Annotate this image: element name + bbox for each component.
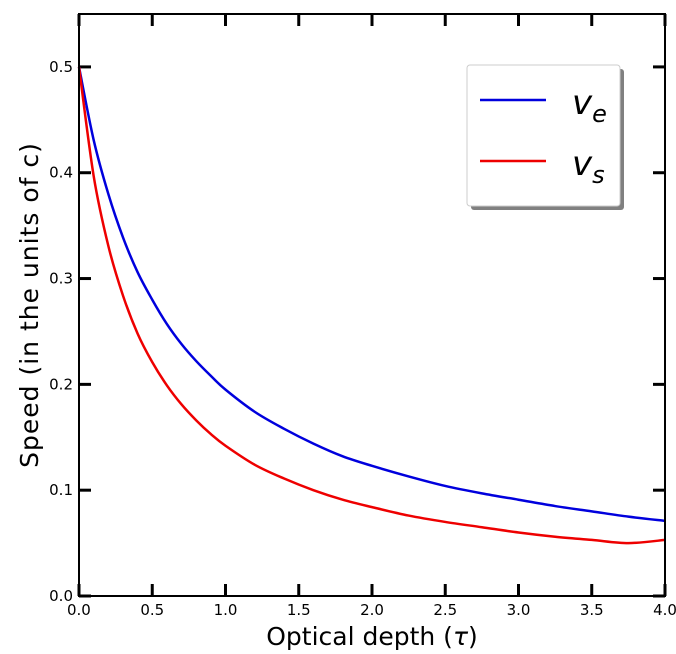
x-tick-label: 4.0 — [653, 601, 676, 619]
y-tick-label: 0.2 — [49, 375, 73, 393]
y-tick-label: 0.3 — [49, 270, 73, 288]
y-axis-label: Speed (in the units of c) — [15, 142, 44, 468]
ticks-layer: 0.0 0.5 1.0 1.5 2.0 2.5 3.0 3.5 4.0 0.0 0.1 0.2 0.3 0… — [49, 14, 676, 619]
x-tick-label: 0.5 — [140, 601, 164, 619]
series-line-vs — [77, 66, 666, 545]
x-tick-label: 2.0 — [360, 601, 384, 619]
plot-frame — [78, 13, 666, 597]
x-tick-label: 1.5 — [287, 601, 311, 619]
x-tick-label: 3.5 — [580, 601, 604, 619]
legend: ve vs — [466, 64, 624, 210]
legend-label-vs: vs — [572, 144, 605, 189]
x-tick-label: 3.0 — [507, 601, 531, 619]
y-tick-label: 0.5 — [49, 58, 73, 76]
x-axis-label: Optical depth (τ) — [266, 622, 478, 651]
x-tick-label: 1.0 — [214, 601, 238, 619]
y-tick-label: 0.4 — [49, 164, 73, 182]
y-tick-label: 0.1 — [49, 481, 73, 499]
series-line-ve — [77, 66, 666, 523]
y-tick-label: 0.0 — [49, 587, 73, 605]
series-layer — [77, 66, 666, 545]
x-tick-label: 2.5 — [433, 601, 457, 619]
legend-label-ve: ve — [572, 83, 607, 128]
x-tick-label: 0.0 — [67, 601, 91, 619]
